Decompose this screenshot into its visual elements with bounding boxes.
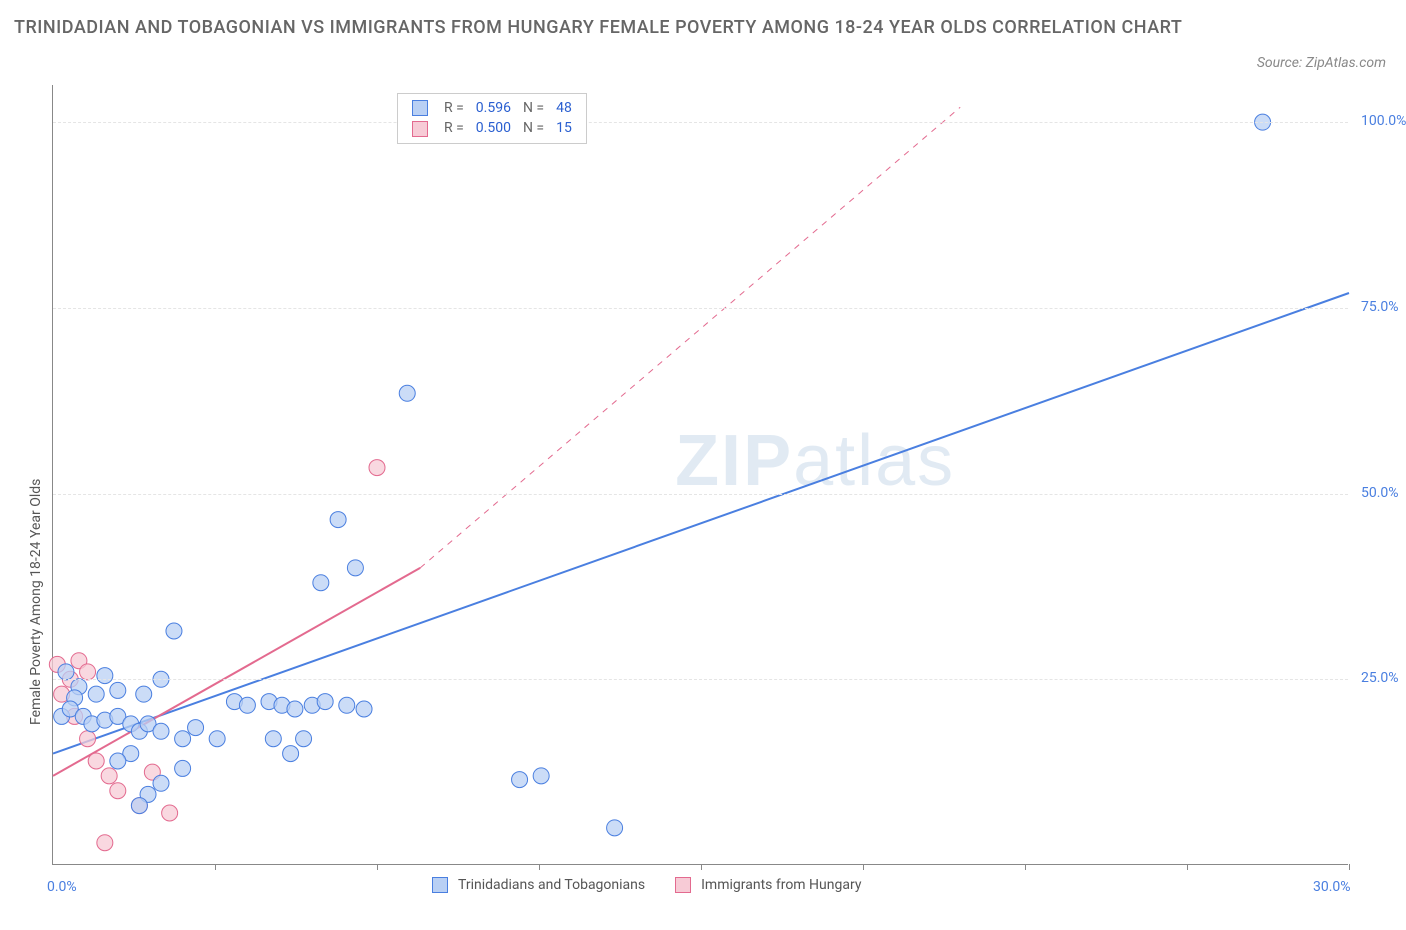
data-point [313,575,329,591]
legend-series-label: Trinidadians and Tobagonians [458,877,645,893]
legend-swatch [675,877,691,893]
data-point [356,701,372,717]
data-point [131,798,147,814]
data-point [166,623,182,639]
plot-area: ZIPatlas 25.0%50.0%75.0%100.0%0.0%30.0% [52,85,1348,865]
x-tick-mark [701,864,702,870]
x-tick-mark [863,864,864,870]
gridline [53,308,1348,309]
data-point [209,731,225,747]
legend-r-label: R = [438,98,470,118]
legend-n-label: N = [517,118,550,138]
y-tick-label: 50.0% [1361,485,1399,501]
data-point [287,701,303,717]
data-point [330,512,346,528]
legend-stats: R =0.596N =48R =0.500N =15 [397,93,587,144]
legend-series: Trinidadians and Tobagonians Immigrants f… [432,877,861,893]
legend-n-value: 48 [550,98,578,118]
data-point [369,460,385,476]
legend-series-item: Trinidadians and Tobagonians [432,877,645,893]
legend-r-value: 0.596 [470,98,517,118]
source-attribution: Source: ZipAtlas.com [1257,55,1386,71]
legend-swatch [412,121,428,137]
x-tick-mark [377,864,378,870]
data-point [265,731,281,747]
data-point [88,686,104,702]
legend-r-value: 0.500 [470,118,517,138]
x-tick-label: 0.0% [47,879,77,895]
y-tick-label: 25.0% [1361,670,1399,686]
gridline [53,494,1348,495]
data-point [80,664,96,680]
data-point [88,753,104,769]
legend-r-label: R = [438,118,470,138]
legend-stat-row: R =0.500N =15 [406,118,578,138]
data-point [80,731,96,747]
y-axis-label: Female Poverty Among 18-24 Year Olds [28,478,44,724]
data-point [110,783,126,799]
data-point [110,753,126,769]
data-point [97,668,113,684]
data-point [136,686,152,702]
x-tick-mark [215,864,216,870]
data-point [110,682,126,698]
legend-swatch [412,100,428,116]
data-point [153,723,169,739]
gridline [53,679,1348,680]
data-point [399,385,415,401]
data-point [339,697,355,713]
data-point [175,760,191,776]
x-tick-mark [1187,864,1188,870]
chart-title: TRINIDADIAN AND TOBAGONIAN VS IMMIGRANTS… [14,14,1206,41]
data-point [239,697,255,713]
data-point [512,772,528,788]
legend-stats-table: R =0.596N =48R =0.500N =15 [406,98,578,139]
data-point [153,775,169,791]
scatter-svg [53,85,1349,865]
x-tick-mark [1025,864,1026,870]
gridline [53,122,1348,123]
data-point [607,820,623,836]
legend-swatch [432,877,448,893]
data-point [347,560,363,576]
data-point [296,731,312,747]
legend-series-item: Immigrants from Hungary [675,877,861,893]
legend-series-label: Immigrants from Hungary [701,877,861,893]
x-tick-mark [1349,864,1350,870]
data-point [58,664,74,680]
data-point [283,746,299,762]
data-point [101,768,117,784]
data-point [317,694,333,710]
x-tick-label: 30.0% [1313,879,1351,895]
y-tick-label: 75.0% [1361,299,1399,315]
legend-n-label: N = [517,98,550,118]
chart-container: TRINIDADIAN AND TOBAGONIAN VS IMMIGRANTS… [0,0,1406,930]
y-tick-label: 100.0% [1361,113,1406,129]
legend-stat-row: R =0.596N =48 [406,98,578,118]
data-point [175,731,191,747]
data-point [97,835,113,851]
data-point [533,768,549,784]
data-point [162,805,178,821]
x-tick-mark [539,864,540,870]
data-point [188,720,204,736]
legend-n-value: 15 [550,118,578,138]
